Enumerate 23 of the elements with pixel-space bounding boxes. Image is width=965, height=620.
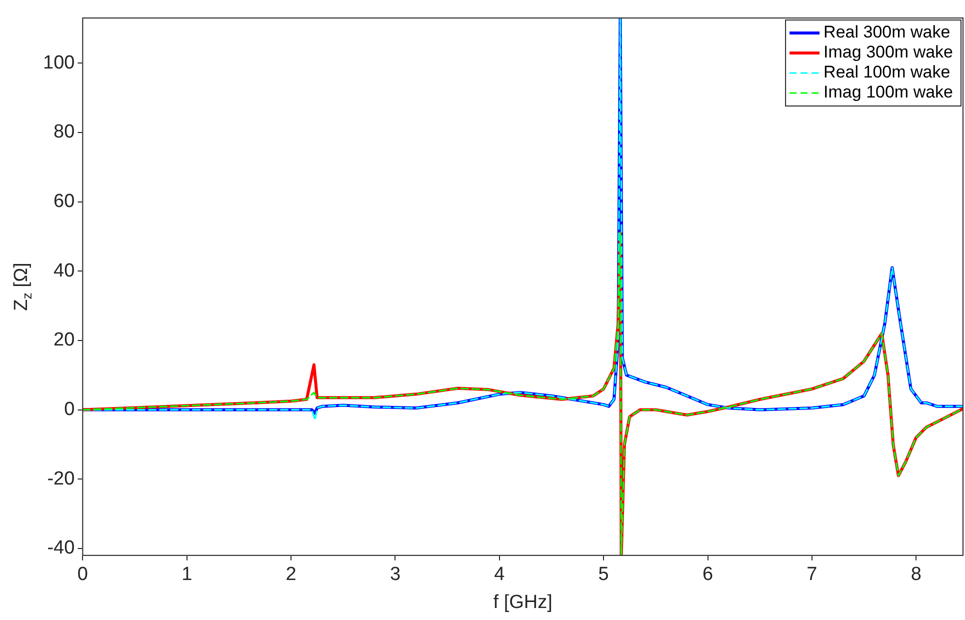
legend-label: Imag 100m wake <box>824 82 953 102</box>
y-axis-title: Zz [Ω] <box>11 262 34 311</box>
x-tick-label: 1 <box>182 564 192 586</box>
y-tick-label: 60 <box>54 190 75 212</box>
x-tick-label: 5 <box>598 564 609 586</box>
legend-label: Imag 300m wake <box>824 42 953 62</box>
x-tick-label: 0 <box>77 564 88 586</box>
x-tick-label: 6 <box>702 564 714 586</box>
x-tick-label: 7 <box>806 564 818 586</box>
x-tick-label: 3 <box>390 564 401 586</box>
x-tick-label: 2 <box>286 564 296 586</box>
x-axis-title: f [GHz] <box>493 592 552 613</box>
y-tick-label: 80 <box>54 122 75 143</box>
y-tick-label: -20 <box>47 468 75 490</box>
x-tick-label: 4 <box>494 564 506 586</box>
y-tick-label: 0 <box>64 399 75 420</box>
y-tick-label: 20 <box>54 330 75 351</box>
y-tick-label: -40 <box>47 538 75 559</box>
y-tick-label: 40 <box>54 260 75 282</box>
legend-label: Real 100m wake <box>824 62 950 82</box>
y-tick-label: 100 <box>43 52 75 74</box>
legend-label: Real 300m wake <box>824 22 950 42</box>
x-tick-label: 8 <box>910 564 922 586</box>
